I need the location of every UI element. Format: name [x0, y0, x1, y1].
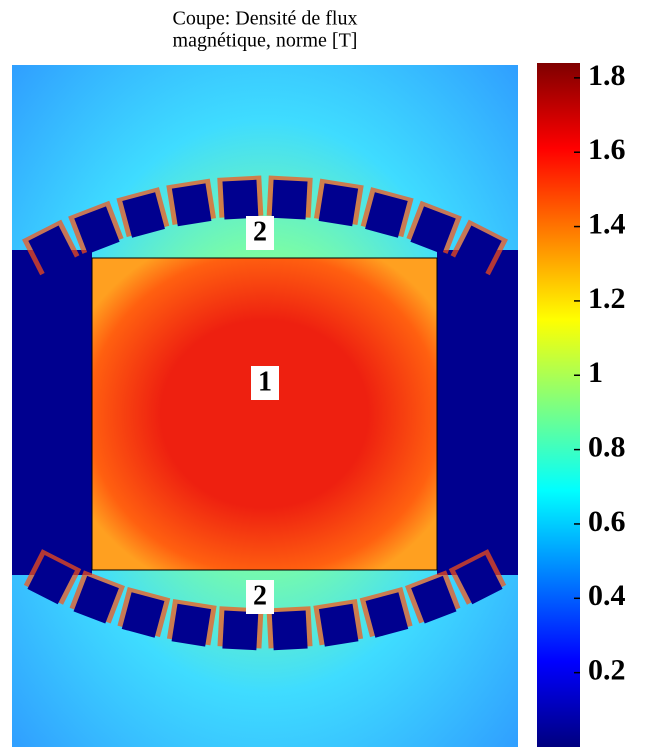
tick-label: 0.6 [588, 505, 626, 538]
tooth [271, 179, 308, 220]
left-region [12, 250, 92, 575]
tooth [455, 555, 503, 605]
tick-label: 0.4 [588, 579, 626, 612]
stator-teeth [22, 175, 508, 651]
tooth [28, 225, 76, 275]
tooth [73, 575, 119, 624]
tooth [271, 610, 308, 651]
tooth [365, 192, 408, 238]
right-region [437, 250, 518, 575]
rotor-region [91, 257, 438, 571]
tooth [222, 179, 259, 220]
label-box [251, 366, 279, 400]
tick-label: 1.6 [588, 133, 626, 166]
tick-label: 0.8 [588, 430, 626, 463]
field-plot: 2 1 2 [12, 65, 518, 747]
label-box [246, 580, 274, 614]
tooth [454, 225, 502, 275]
region-label: 2 [253, 216, 267, 247]
tooth [411, 575, 457, 624]
tooth [121, 592, 165, 638]
colorbar [537, 63, 580, 747]
tick-label: 1.2 [588, 282, 626, 315]
tooth [365, 592, 409, 638]
tooth [27, 555, 75, 605]
tooth [410, 206, 456, 254]
tooth [74, 206, 120, 254]
tooth [318, 603, 359, 647]
region-label: 1 [258, 366, 272, 397]
label-box [246, 216, 274, 250]
tooth [222, 610, 259, 651]
chart-subtitle: magnétique, norme [T] [173, 30, 358, 52]
chart-title: Coupe: Densité de flux [173, 8, 358, 30]
tooth [171, 183, 212, 227]
tooth [171, 603, 212, 647]
tick-label: 1.4 [588, 207, 626, 240]
tick-label: 1.8 [588, 59, 626, 92]
tooth [122, 192, 165, 238]
tick-label: 0.2 [588, 654, 626, 687]
tick-label: 1 [588, 356, 603, 389]
region-label: 2 [253, 580, 267, 611]
tooth [318, 183, 359, 227]
